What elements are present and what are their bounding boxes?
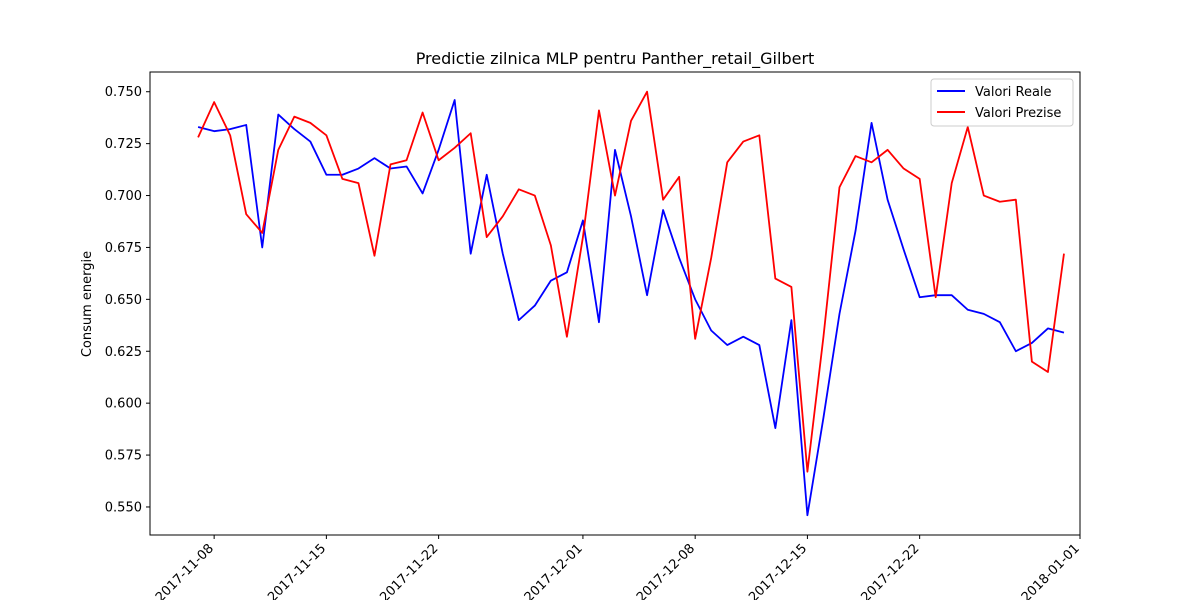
- x-tick-label: 2017-12-15: [746, 541, 810, 600]
- y-tick-label: 0.700: [105, 189, 142, 204]
- legend: Valori Reale Valori Prezise: [930, 78, 1074, 127]
- y-tick-label: 0.750: [105, 85, 142, 100]
- legend-label-valori-reale: Valori Reale: [975, 85, 1052, 100]
- legend-label-valori-prezise: Valori Prezise: [975, 106, 1061, 121]
- x-tick-label: 2017-12-01: [522, 541, 586, 600]
- y-tick-label: 0.650: [105, 293, 142, 308]
- x-tick-label: 2017-12-22: [858, 541, 922, 600]
- chart-title: Predictie zilnica MLP pentru Panther_ret…: [416, 49, 815, 69]
- y-tick-label: 0.575: [105, 449, 142, 464]
- x-tick-label: 2017-11-08: [153, 541, 217, 600]
- y-axis-label: Consum energie: [80, 251, 95, 357]
- series-line-valori-reale: [197, 99, 1065, 517]
- x-tick-label: 2017-11-15: [265, 541, 329, 600]
- x-tick-label: 2017-11-22: [377, 541, 441, 600]
- series-line-valori-prezise: [197, 90, 1065, 473]
- y-tick-label: 0.675: [105, 241, 142, 256]
- y-tick-label: 0.625: [105, 345, 142, 360]
- legend-box: [930, 78, 1074, 127]
- y-tick-label: 0.550: [105, 500, 142, 515]
- x-tick-label: 2017-12-08: [634, 541, 698, 600]
- plot-frame: [149, 71, 1081, 536]
- y-tick-label: 0.600: [105, 397, 142, 412]
- y-tick-label: 0.725: [105, 137, 142, 152]
- series-layer: [197, 90, 1065, 517]
- x-tick-label: 2018-01-01: [1019, 541, 1083, 600]
